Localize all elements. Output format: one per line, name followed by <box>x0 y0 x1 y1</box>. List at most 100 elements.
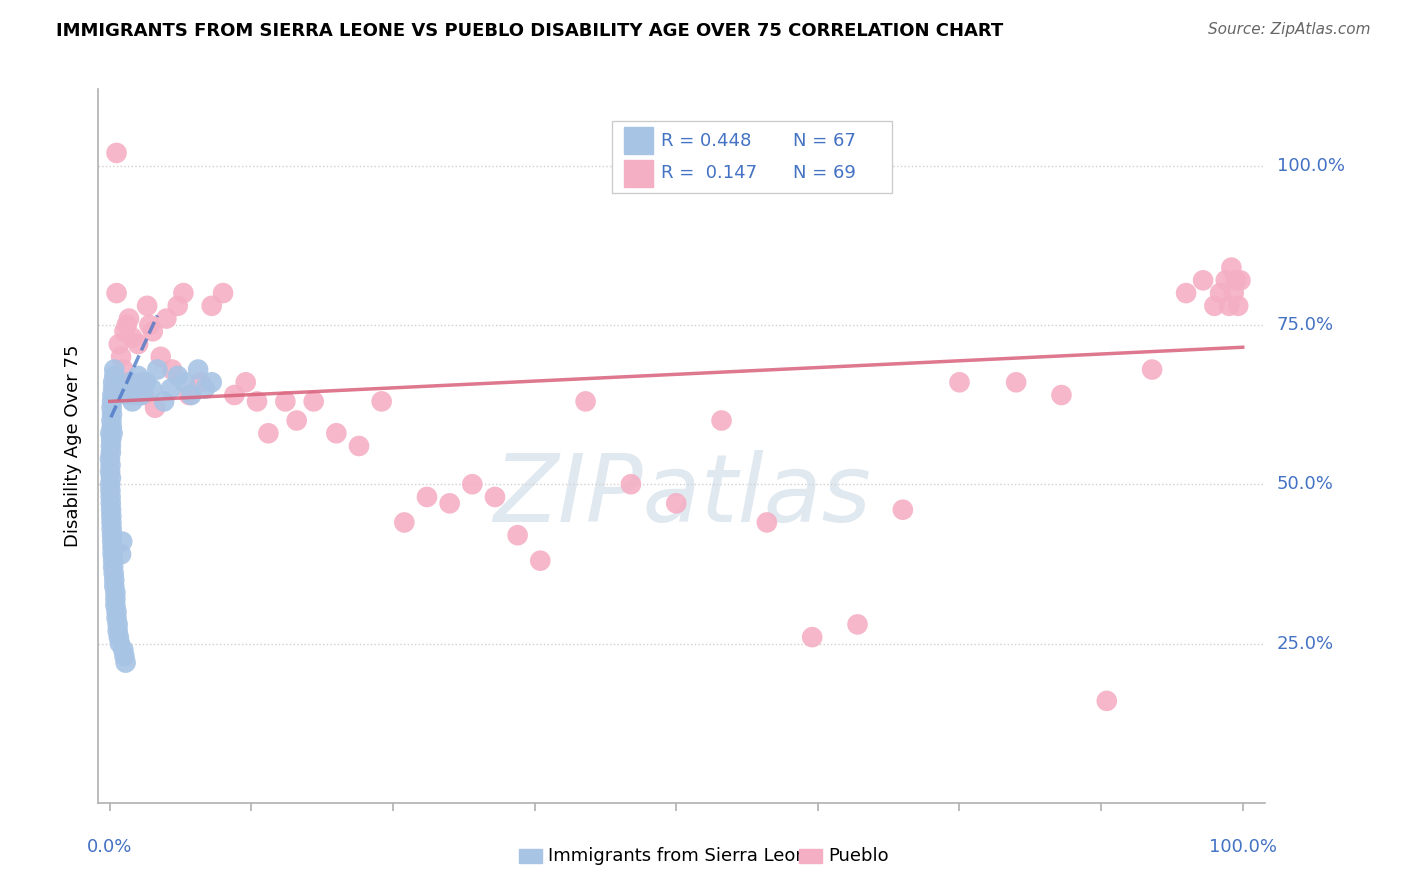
Point <box>143 401 166 415</box>
Point <box>104 585 127 599</box>
Point <box>103 566 125 581</box>
Point <box>101 420 124 434</box>
Point <box>101 560 124 574</box>
Point <box>100 490 122 504</box>
Point <box>201 376 224 390</box>
Text: Immigrants from Sierra Leone: Immigrants from Sierra Leone <box>548 847 817 865</box>
Point <box>325 426 347 441</box>
Point <box>180 388 202 402</box>
Point <box>665 496 688 510</box>
Point <box>100 509 122 524</box>
Point <box>100 445 122 459</box>
Point <box>108 636 131 650</box>
Point <box>118 311 141 326</box>
Text: Source: ZipAtlas.com: Source: ZipAtlas.com <box>1208 22 1371 37</box>
Point <box>115 318 138 332</box>
Point <box>105 605 128 619</box>
Point <box>110 547 132 561</box>
Point <box>100 483 122 498</box>
Point <box>100 413 122 427</box>
Point <box>105 145 128 160</box>
Point <box>710 413 733 427</box>
Point <box>110 350 132 364</box>
Point <box>149 350 172 364</box>
Point <box>101 547 124 561</box>
Point <box>108 337 131 351</box>
Point <box>801 630 824 644</box>
Point <box>461 477 484 491</box>
Point <box>1220 260 1243 275</box>
Point <box>100 471 122 485</box>
Point <box>117 388 139 402</box>
Point <box>1175 286 1198 301</box>
Point <box>98 477 121 491</box>
Point <box>302 394 325 409</box>
Point <box>948 376 970 390</box>
Point <box>124 388 146 402</box>
Point <box>846 617 869 632</box>
Point <box>131 388 153 402</box>
Point <box>370 394 392 409</box>
Point <box>1229 273 1251 287</box>
Point <box>177 388 200 402</box>
Point <box>101 426 124 441</box>
Point <box>155 311 177 326</box>
Point <box>620 477 643 491</box>
Text: 50.0%: 50.0% <box>1277 475 1333 493</box>
Point <box>101 541 124 555</box>
Point <box>100 433 122 447</box>
Point <box>1204 299 1226 313</box>
Point <box>100 458 122 472</box>
Point <box>224 388 246 402</box>
Point <box>529 554 551 568</box>
Point <box>146 362 169 376</box>
Point <box>166 368 188 383</box>
Text: R =  0.147: R = 0.147 <box>661 164 756 182</box>
Text: 75.0%: 75.0% <box>1277 316 1334 334</box>
Point <box>101 534 124 549</box>
Point <box>98 465 121 479</box>
Bar <box>624 160 652 187</box>
Text: N = 69: N = 69 <box>793 164 856 182</box>
Point <box>153 394 176 409</box>
Point <box>160 362 183 376</box>
Point <box>103 368 125 383</box>
Point <box>1225 273 1247 287</box>
Point <box>891 502 914 516</box>
Text: N = 67: N = 67 <box>793 132 856 150</box>
Bar <box>799 849 823 863</box>
Point <box>1222 286 1244 301</box>
Point <box>173 376 195 390</box>
Point <box>107 617 129 632</box>
Point <box>172 286 194 301</box>
Point <box>101 554 124 568</box>
Text: IMMIGRANTS FROM SIERRA LEONE VS PUEBLO DISABILITY AGE OVER 75 CORRELATION CHART: IMMIGRANTS FROM SIERRA LEONE VS PUEBLO D… <box>56 22 1004 40</box>
Point <box>120 376 142 390</box>
Point <box>1005 376 1028 390</box>
Point <box>103 579 125 593</box>
Text: ZIPatlas: ZIPatlas <box>494 450 870 541</box>
Point <box>114 324 136 338</box>
Point <box>160 382 183 396</box>
Point <box>121 394 143 409</box>
Point <box>105 286 128 301</box>
Point <box>1209 286 1232 301</box>
FancyBboxPatch shape <box>612 121 891 193</box>
Text: 100.0%: 100.0% <box>1209 838 1277 855</box>
Point <box>100 401 122 415</box>
Point <box>484 490 506 504</box>
Point <box>235 376 257 390</box>
Point <box>100 502 122 516</box>
Point <box>201 299 224 313</box>
Point <box>136 299 159 313</box>
Point <box>98 451 121 466</box>
Point <box>107 624 129 638</box>
Point <box>1218 299 1240 313</box>
Point <box>120 376 142 390</box>
Point <box>121 331 143 345</box>
Point <box>100 439 122 453</box>
Point <box>101 528 124 542</box>
Point <box>416 490 439 504</box>
Y-axis label: Disability Age Over 75: Disability Age Over 75 <box>65 344 83 548</box>
Point <box>285 413 308 427</box>
